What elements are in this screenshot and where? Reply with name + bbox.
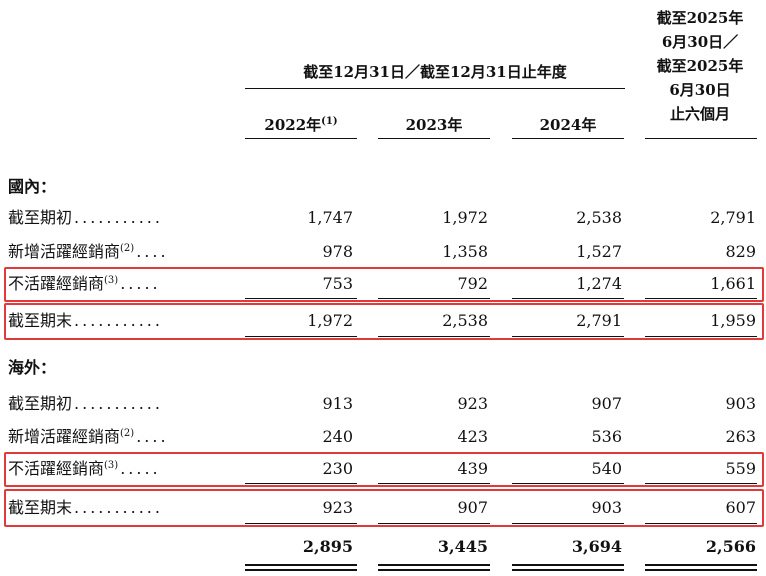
overseas-cell: 423 <box>457 427 488 446</box>
domestic-cell: 1,527 <box>576 242 622 261</box>
overseas-row-label: 截至期初........... <box>8 394 163 413</box>
overseas-row-label: 新增活躍經銷商(2).... <box>8 427 169 446</box>
highlight-overseas-inactive <box>4 452 764 487</box>
domestic-row-label: 截至期初........... <box>8 208 163 227</box>
total-2025h1: 2,566 <box>705 537 756 556</box>
last-col-line-2: 6月30日／ <box>661 33 739 51</box>
domestic-cell: 753 <box>322 274 353 293</box>
domestic-row-label: 新增活躍經銷商(2).... <box>8 242 169 261</box>
span-header-rule <box>245 88 625 89</box>
domestic-cell: 792 <box>457 274 488 293</box>
domestic-cell: 1,661 <box>710 274 756 293</box>
total-2023: 3,445 <box>437 537 488 556</box>
total-double-rule-4a <box>645 564 757 566</box>
section-overseas-title: 海外： <box>8 358 57 377</box>
overseas-subtotal-rule <box>645 483 757 484</box>
overseas-row-label: 截至期末........... <box>8 498 163 517</box>
overseas-row-label: 不活躍經銷商(3)..... <box>8 459 161 478</box>
total-2022: 2,895 <box>302 537 353 556</box>
domestic-cell: 2,538 <box>442 311 488 330</box>
domestic-cell: 2,791 <box>576 311 622 330</box>
overseas-closing-rule <box>512 523 624 524</box>
domestic-cell: 978 <box>322 242 353 261</box>
last-col-header: 截至2025年 6月30日／ 截至2025年 6月30日 止六個月 <box>645 6 755 126</box>
domestic-subtotal-rule <box>378 298 490 299</box>
overseas-cell: 903 <box>725 394 756 413</box>
overseas-closing-rule <box>645 523 757 524</box>
overseas-cell: 923 <box>322 498 353 517</box>
highlight-overseas-closing <box>4 489 764 527</box>
highlight-domestic-closing <box>4 303 764 340</box>
col-rule-2 <box>378 138 490 139</box>
total-double-rule-1a <box>245 564 357 566</box>
span-header: 截至12月31日／截至12月31日止年度 <box>303 63 567 81</box>
overseas-subtotal-rule <box>378 483 490 484</box>
domestic-closing-rule <box>245 336 357 337</box>
domestic-cell: 1,972 <box>307 311 353 330</box>
total-double-rule-1b <box>245 569 357 571</box>
domestic-subtotal-rule <box>245 298 357 299</box>
year-header-2024: 2024年 <box>539 116 597 134</box>
overseas-closing-rule <box>245 523 357 524</box>
total-double-rule-4b <box>645 569 757 571</box>
section-domestic-title: 國內： <box>8 177 57 196</box>
overseas-cell: 536 <box>591 427 622 446</box>
col-rule-4 <box>645 138 757 139</box>
total-2024: 3,694 <box>571 537 622 556</box>
overseas-subtotal-rule <box>245 483 357 484</box>
overseas-cell: 607 <box>725 498 756 517</box>
total-double-rule-2a <box>378 564 490 566</box>
last-col-line-1: 截至2025年 <box>656 9 744 27</box>
overseas-cell: 923 <box>457 394 488 413</box>
overseas-cell: 263 <box>725 427 756 446</box>
overseas-cell: 230 <box>322 459 353 478</box>
overseas-cell: 240 <box>322 427 353 446</box>
year-header-2022: 2022年(1) <box>264 116 338 134</box>
last-col-line-5: 止六個月 <box>669 105 730 123</box>
domestic-cell: 2,538 <box>576 208 622 227</box>
year-header-2023: 2023年 <box>405 116 463 134</box>
domestic-row-label: 截至期末........... <box>8 311 163 330</box>
domestic-row-label: 不活躍經銷商(3)..... <box>8 274 161 293</box>
overseas-subtotal-rule <box>512 483 624 484</box>
overseas-cell: 907 <box>457 498 488 517</box>
domestic-cell: 1,274 <box>576 274 622 293</box>
overseas-cell: 903 <box>591 498 622 517</box>
domestic-cell: 2,791 <box>710 208 756 227</box>
overseas-closing-rule <box>378 523 490 524</box>
overseas-cell: 540 <box>591 459 622 478</box>
last-col-line-3: 截至2025年 <box>656 57 744 75</box>
overseas-cell: 907 <box>591 394 622 413</box>
domestic-closing-rule <box>645 336 757 337</box>
domestic-cell: 1,358 <box>442 242 488 261</box>
total-double-rule-2b <box>378 569 490 571</box>
domestic-subtotal-rule <box>645 298 757 299</box>
domestic-cell: 1,747 <box>307 208 353 227</box>
overseas-cell: 439 <box>457 459 488 478</box>
total-double-rule-3b <box>512 569 624 571</box>
domestic-cell: 829 <box>725 242 756 261</box>
last-col-line-4: 6月30日 <box>669 81 731 99</box>
domestic-cell: 1,972 <box>442 208 488 227</box>
overseas-cell: 559 <box>725 459 756 478</box>
col-rule-1 <box>245 138 357 139</box>
overseas-cell: 913 <box>322 394 353 413</box>
domestic-cell: 1,959 <box>710 311 756 330</box>
highlight-domestic-inactive <box>4 267 764 302</box>
domestic-subtotal-rule <box>512 298 624 299</box>
domestic-closing-rule <box>512 336 624 337</box>
col-rule-3 <box>512 138 624 139</box>
domestic-closing-rule <box>378 336 490 337</box>
total-double-rule-3a <box>512 564 624 566</box>
